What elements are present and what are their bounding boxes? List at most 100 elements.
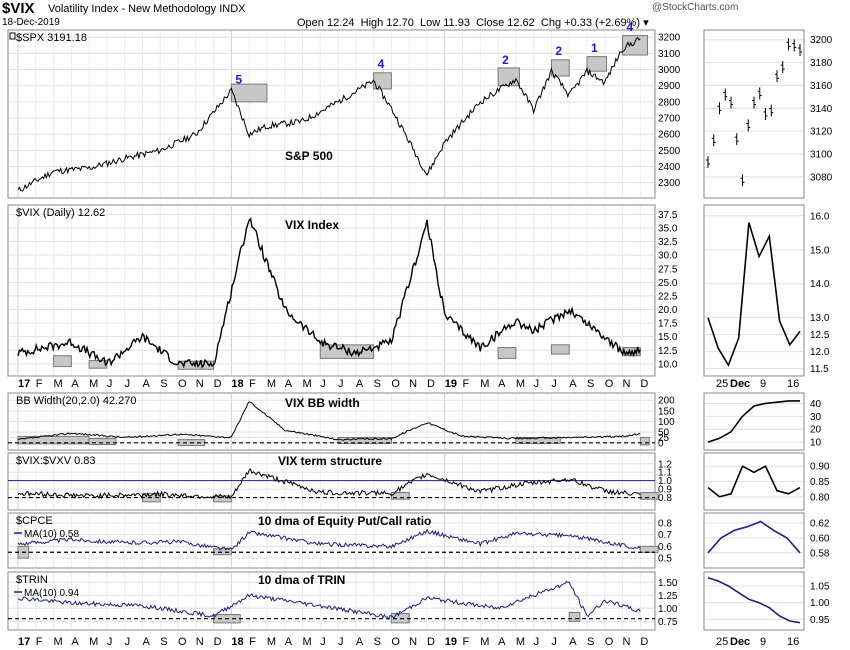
highlight-box — [639, 545, 659, 553]
x-tick-label: J — [338, 636, 344, 648]
x-tick-label: M — [89, 378, 98, 390]
chg-value: +0.33 (+2.69%) — [564, 17, 641, 29]
y-tick-label-trin: 0.75 — [658, 617, 678, 628]
zoom-x-tick-label: 25 — [716, 378, 728, 390]
y-tick-label-vix: 25.0 — [658, 278, 678, 289]
zoom-x-tick-label: Dec — [730, 636, 750, 648]
highlight-box — [586, 56, 608, 72]
x-tick-label: A — [142, 636, 150, 648]
y-tick-label-bbw: 100 — [658, 417, 675, 428]
wave-count-label: 2 — [555, 44, 562, 58]
y-tick-label-spx: 2600 — [658, 130, 681, 141]
x-tick-label: S — [160, 378, 167, 390]
x-tick-label: J — [320, 636, 326, 648]
x-tick-label: 17 — [18, 636, 30, 648]
x-tick-label: D — [640, 636, 648, 648]
annotation-term: VIX term structure — [278, 454, 382, 468]
y-tick-label-vix: 12.5 — [658, 346, 678, 357]
x-tick-label: A — [71, 378, 79, 390]
y-tick-label-spx: 3100 — [658, 49, 681, 60]
x-tick-label: 18 — [231, 636, 243, 648]
x-tick-label: F — [36, 636, 43, 648]
open-value: 12.24 — [326, 17, 355, 29]
y-tick-label-cpce: 0.7 — [658, 530, 672, 541]
zoom-x-tick-label: Dec — [730, 378, 750, 390]
y-tick-label-spx: 2800 — [658, 97, 681, 108]
zoom-frame-bbw — [703, 392, 805, 451]
x-tick-label: J — [125, 636, 131, 648]
menu-triangle-icon[interactable]: ▾ — [643, 17, 649, 29]
wave-count-label: 2 — [502, 53, 509, 67]
legend-ma-trin: MA(10) 0.94 — [24, 588, 79, 599]
low-value: 11.93 — [443, 17, 470, 29]
x-tick-label: F — [36, 378, 43, 390]
legend-ma-cpce: MA(10) 0.58 — [24, 529, 79, 540]
highlight-box — [622, 35, 648, 56]
y-tick-label-vix: 35.0 — [658, 224, 678, 235]
highlight-box — [639, 436, 650, 446]
y-tick-label-vix: 17.5 — [658, 319, 678, 330]
y-tick-label-spx: 2900 — [658, 81, 681, 92]
x-tick-label: J — [551, 636, 557, 648]
x-tick-label: A — [498, 378, 506, 390]
y-tick-label-trin: 1.25 — [658, 591, 678, 602]
highlight-box — [550, 344, 570, 355]
close-label: Close — [476, 17, 505, 29]
highlight-box — [568, 611, 581, 622]
x-tick-label: S — [587, 636, 594, 648]
annotation-bbw: VIX BB width — [285, 396, 360, 410]
zoom-series-line-cpce — [707, 520, 801, 554]
zoom-y-tick-label-bbw: 10 — [810, 438, 822, 449]
watermark: @StockCharts.com — [652, 2, 739, 13]
zoom-y-tick-label-cpce: 0.62 — [810, 518, 830, 529]
x-tick-label: J — [125, 378, 131, 390]
x-tick-label: M — [516, 636, 525, 648]
zoom-y-tick-label-term: 0.80 — [810, 492, 830, 503]
y-tick-label-spx: 3200 — [658, 33, 681, 44]
x-tick-label: S — [374, 636, 381, 648]
x-tick-label: M — [302, 378, 311, 390]
chart-symbol: $VIX — [2, 0, 35, 17]
x-tick-label: D — [427, 636, 435, 648]
x-tick-label: A — [285, 636, 293, 648]
x-tick-label: O — [178, 636, 187, 648]
x-tick-label: A — [142, 378, 150, 390]
series-line-bbw — [17, 401, 641, 441]
y-tick-label-spx: 3000 — [658, 65, 681, 76]
series-line-cpce — [17, 528, 641, 551]
x-tick-label: M — [89, 636, 98, 648]
x-tick-label: 17 — [18, 378, 30, 390]
zoom-y-tick-label-vix: 12.5 — [810, 330, 830, 341]
x-tick-label: M — [302, 636, 311, 648]
zoom-y-tick-label-cpce: 0.58 — [810, 548, 830, 559]
x-tick-label: J — [107, 378, 113, 390]
high-value: 12.70 — [386, 17, 414, 29]
x-tick-label: N — [196, 378, 204, 390]
x-tick-label: J — [534, 636, 540, 648]
x-tick-label: A — [569, 378, 577, 390]
zoom-y-tick-label-term: 0.85 — [810, 477, 830, 488]
y-tick-label-bbw: 50 — [658, 428, 670, 439]
zoom-series-line-vix — [707, 222, 801, 368]
y-tick-label-cpce: 0.5 — [658, 554, 672, 565]
x-tick-label: J — [320, 378, 326, 390]
zoom-y-tick-label-spx: 3160 — [810, 81, 833, 92]
y-tick-label-spx: 2400 — [658, 162, 681, 173]
zoom-y-tick-label-vix: 15.0 — [810, 245, 830, 256]
x-tick-label: A — [356, 378, 364, 390]
x-tick-label: O — [391, 636, 400, 648]
panel-frame-trin — [7, 571, 656, 631]
y-tick-label-vix: 30.0 — [658, 251, 678, 262]
y-tick-label-term: 1.2 — [658, 459, 672, 470]
x-tick-label: O — [605, 378, 614, 390]
x-tick-label: M — [54, 378, 63, 390]
zoom-y-tick-label-spx: 3100 — [810, 150, 833, 161]
zoom-y-tick-label-trin: 1.05 — [810, 582, 830, 593]
x-tick-label: M — [480, 378, 489, 390]
y-tick-label-vix: 20.0 — [658, 305, 678, 316]
zoom-series-line-trin — [707, 576, 801, 624]
zoom-y-tick-label-vix: 14.0 — [810, 279, 830, 290]
zoom-series-line-bbw — [707, 400, 800, 443]
x-tick-label: M — [267, 378, 276, 390]
highlight-box — [337, 436, 392, 444]
